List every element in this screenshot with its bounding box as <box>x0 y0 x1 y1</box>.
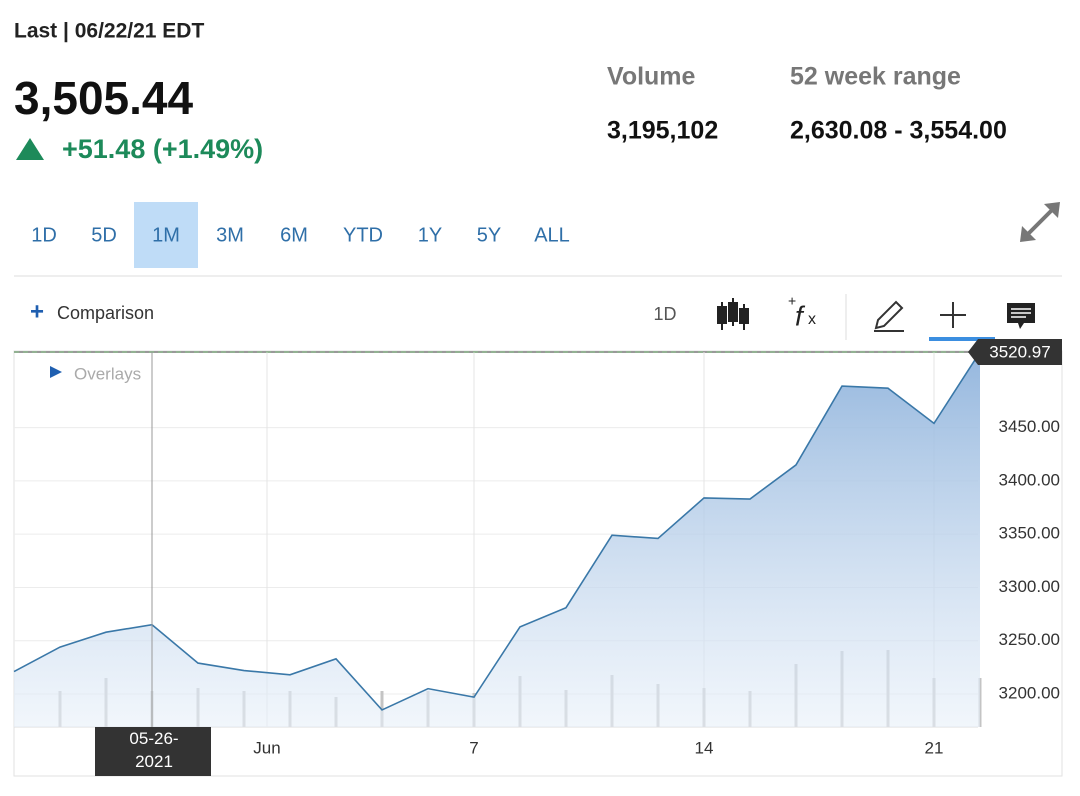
stat-label: 52 week range <box>790 63 961 91</box>
y-tick-label: 3450.00 <box>999 417 1060 436</box>
overlays-button[interactable]: Overlays <box>74 364 141 383</box>
last-price-tag <box>968 339 1062 366</box>
up-arrow <box>16 138 44 160</box>
month-label: Jun <box>253 738 280 757</box>
crosshair-label: 05-26-2021 <box>129 729 178 771</box>
range-tab[interactable]: 1Y <box>418 224 442 246</box>
y-tick-label: 3200.00 <box>999 683 1060 702</box>
active-underline <box>929 337 995 341</box>
x-tick-label: 21 <box>925 738 944 757</box>
crosshair-label-bg <box>95 727 211 776</box>
study-icon[interactable]: + <box>788 293 796 309</box>
active-tab-bg <box>134 202 198 268</box>
range-tab[interactable]: YTD <box>343 224 383 246</box>
range-tab[interactable]: 5D <box>91 224 117 246</box>
candle-icon[interactable] <box>717 298 749 330</box>
stat-value: 2,630.08 - 3,554.00 <box>790 117 1007 145</box>
price-line <box>13 351 981 711</box>
plus-icon[interactable]: + <box>30 298 44 325</box>
overlay-arrow[interactable] <box>50 366 62 378</box>
comment-icon[interactable] <box>1007 303 1035 329</box>
range-tab[interactable]: 6M <box>280 224 308 246</box>
range-tab[interactable]: ALL <box>534 224 570 246</box>
y-tick-label: 3250.00 <box>999 630 1060 649</box>
study-icon[interactable]: f <box>795 300 806 331</box>
price-change: +51.48 (+1.49%) <box>62 134 263 164</box>
x-tick-label: 14 <box>695 738 714 757</box>
stat-label: Volume <box>607 63 696 91</box>
draw-icon[interactable] <box>874 300 904 332</box>
last-price-label: 3520.97 <box>989 343 1050 362</box>
crosshair-icon[interactable] <box>940 302 966 328</box>
x-tick-label: 7 <box>469 738 478 757</box>
expand-icon[interactable] <box>1020 202 1060 242</box>
comparison-button[interactable]: Comparison <box>57 303 154 323</box>
range-tab[interactable]: 3M <box>216 224 244 246</box>
price: 3,505.44 <box>14 72 193 124</box>
stat-value: 3,195,102 <box>607 117 718 145</box>
plot: 3200.00 3250.00 3300.00 3350.00 3400.00 3450.… <box>13 339 1062 776</box>
last-date: Last | 06/22/21 EDT <box>14 20 204 43</box>
range-tab[interactable]: 5Y <box>477 224 501 246</box>
range-tab[interactable]: 1M <box>152 224 180 246</box>
y-tick-label: 3350.00 <box>999 524 1060 543</box>
range-tab[interactable]: 1D <box>31 224 57 246</box>
interval-button[interactable]: 1D <box>653 304 676 324</box>
area-fill <box>14 352 980 727</box>
y-tick-label: 3300.00 <box>999 577 1060 596</box>
study-icon[interactable]: x <box>808 311 816 328</box>
y-tick-label: 3400.00 <box>999 470 1060 489</box>
